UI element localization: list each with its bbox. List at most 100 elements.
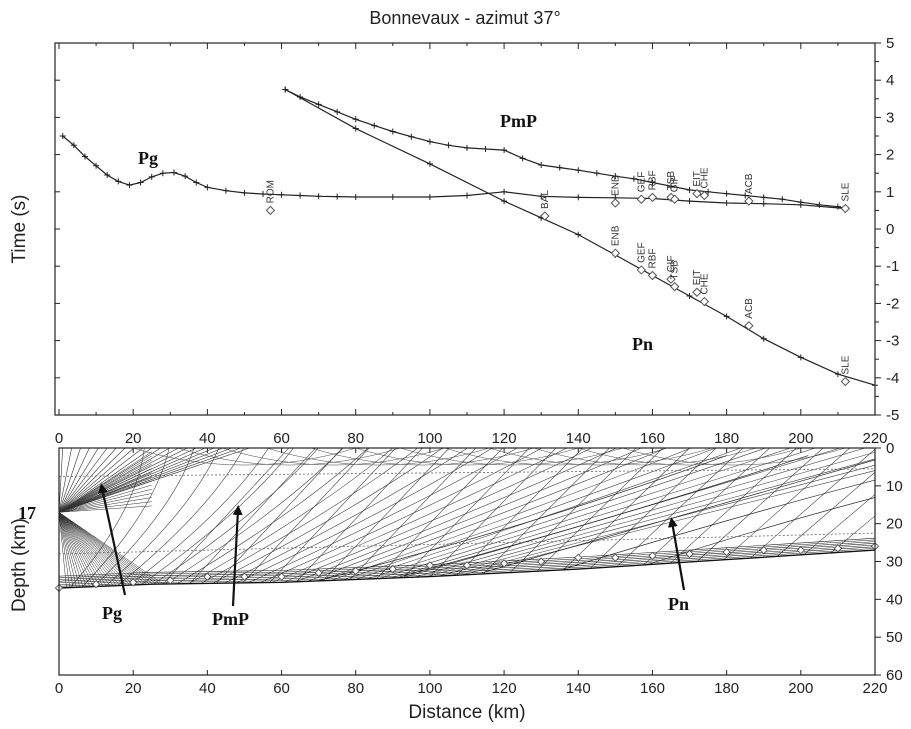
pmp-downgoing-ray <box>59 512 147 585</box>
bottom-x-tick-label: 220 <box>862 680 887 697</box>
pg-data-point <box>159 170 166 177</box>
pmp-data-point <box>686 186 693 193</box>
pmp-downgoing-ray <box>59 512 154 585</box>
pn-head-ray <box>456 448 583 576</box>
distance-ticks-top: 0 20 40 60 80 100 120 140 160 180 200 220 <box>55 430 888 453</box>
bottom-top-x-tick-label: 120 <box>492 430 517 447</box>
moho-reflection-marker <box>166 576 175 585</box>
pn-data-point <box>282 86 289 93</box>
station-label: ENB <box>610 175 621 196</box>
pmp-data-point <box>426 138 433 145</box>
moho-reflection-marker <box>129 578 138 587</box>
pn-data-point <box>760 335 767 342</box>
pg-ray <box>59 448 90 513</box>
moho-reflection-points <box>54 542 880 593</box>
velocity-interfaces <box>59 468 875 589</box>
station-diamond <box>670 281 680 292</box>
station-diamond <box>610 248 621 258</box>
pg-data-point <box>148 173 155 180</box>
depth-tick-label: 0 <box>886 440 894 457</box>
pmp-reflected-ray <box>81 448 170 588</box>
bottom-top-x-tick-label: 200 <box>788 430 813 447</box>
pmp-downgoing-ray <box>59 512 151 585</box>
moho-reflection-marker <box>722 547 731 557</box>
bottom-top-x-tick-label: 180 <box>714 430 739 447</box>
ray-paths <box>59 448 875 589</box>
pg-ray <box>59 448 188 513</box>
pg-ray <box>59 448 64 513</box>
bottom-top-x-tick-label: 140 <box>566 430 591 447</box>
pmp-downgoing-ray <box>59 512 157 585</box>
pmp-downgoing-ray <box>59 512 107 587</box>
moho-reflection-marker <box>388 564 397 574</box>
station-diamond <box>636 265 647 275</box>
depth-tick-label: 50 <box>886 629 903 646</box>
pmp-downgoing-ray <box>59 512 97 587</box>
upper-crust-ray <box>444 448 668 466</box>
station-diamond <box>647 270 658 281</box>
pg-curve <box>62 135 846 210</box>
pmp-reflected-ray <box>319 448 667 582</box>
pn-head-ray <box>189 448 316 584</box>
pn-head-ray <box>643 448 770 566</box>
pn-head-ray <box>563 448 690 571</box>
bottom-x-tick-label: 0 <box>55 680 63 697</box>
pmp-downgoing-ray <box>59 512 67 588</box>
bottom-x-tick-label: 80 <box>347 680 364 697</box>
pmp-downgoing-ray <box>59 512 164 585</box>
pn-data-point <box>686 292 693 299</box>
pmp-curve <box>285 88 846 210</box>
pg-data-point <box>501 188 508 195</box>
pn-head-ray <box>536 448 664 572</box>
pn-data-point <box>352 125 359 132</box>
moho-interface <box>59 549 875 589</box>
pmp-data-point <box>797 199 804 206</box>
depth-tick-label: 30 <box>886 554 903 571</box>
pn-data-point <box>723 313 730 320</box>
pg-data-point <box>115 178 122 185</box>
moho-reflection-marker <box>203 572 212 581</box>
moho-reflection-marker <box>648 551 657 560</box>
pmp-downgoing-ray <box>59 512 114 586</box>
pg-data-point <box>315 193 322 200</box>
pmp-arrow <box>231 505 243 607</box>
moho-reflection-marker <box>574 553 583 562</box>
pg-ray <box>59 448 179 513</box>
pmp-data-point <box>334 108 341 115</box>
pmp-data-point <box>371 122 378 129</box>
bottom-x-tick-label: 20 <box>125 680 142 697</box>
pmp-downgoing-ray <box>59 512 104 587</box>
pg-ray <box>59 448 108 513</box>
station-diamond <box>744 321 754 331</box>
pg-ray <box>59 448 126 513</box>
bottom-top-x-tick-label: 40 <box>199 430 216 447</box>
top-y-tick-label: -1 <box>886 258 899 275</box>
moho-reflection-marker <box>537 557 546 566</box>
pmp-data-point <box>668 183 674 190</box>
chart-title: Bonnevaux - azimut 37° <box>369 8 560 28</box>
bottom-top-x-tick-label: 0 <box>55 430 63 447</box>
pmp-reflected-ray <box>164 448 344 585</box>
bottom-top-x-tick-label: 60 <box>273 430 290 447</box>
upper-crust-ray <box>222 448 445 466</box>
pmp-data-point <box>501 147 508 154</box>
bottom-top-x-tick-label: 20 <box>125 430 142 447</box>
pmp-reflected-ray <box>354 448 741 580</box>
bottom-x-tick-label: 120 <box>492 680 517 697</box>
moho-reflection-marker <box>91 580 101 589</box>
station-diamond <box>540 211 550 221</box>
turning-ray <box>318 455 727 581</box>
station-label: ENB <box>610 225 621 246</box>
pg-ray <box>59 480 152 513</box>
station-label: ACB <box>744 298 755 319</box>
station-label: GIF <box>666 256 677 273</box>
pn-head-ray <box>830 515 875 554</box>
station-label: CHE <box>699 273 710 294</box>
moho-reflection-marker <box>759 546 768 555</box>
turning-ray <box>400 455 809 577</box>
pmp-data-point <box>816 201 823 208</box>
moho-reflection-marker <box>462 561 472 570</box>
moho-reflection-marker <box>796 546 805 555</box>
moho-reflection-marker <box>351 566 360 576</box>
